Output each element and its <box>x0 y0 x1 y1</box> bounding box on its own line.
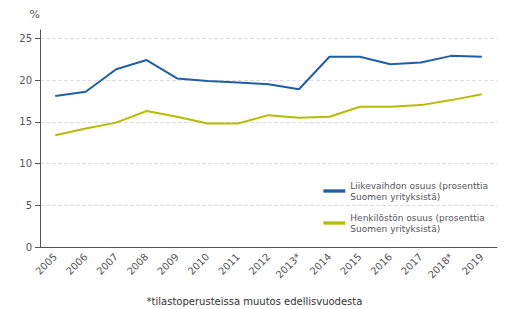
svg-text:5: 5 <box>26 200 32 211</box>
svg-text:%: % <box>30 8 40 21</box>
svg-text:Suomen yrityksistä): Suomen yrityksistä) <box>350 224 440 234</box>
svg-text:2012: 2012 <box>247 251 273 277</box>
svg-text:25: 25 <box>19 33 32 44</box>
svg-text:2013*: 2013* <box>274 251 303 280</box>
svg-text:2011: 2011 <box>216 251 242 277</box>
svg-text:Suomen yrityksistä): Suomen yrityksistä) <box>350 192 440 202</box>
svg-text:20: 20 <box>19 75 32 86</box>
svg-text:2018*: 2018* <box>426 251 455 280</box>
svg-text:2019: 2019 <box>460 251 486 277</box>
svg-text:2006: 2006 <box>64 251 90 277</box>
svg-text:Henkilöstön osuus (prosenttia: Henkilöstön osuus (prosenttia <box>350 213 484 223</box>
svg-text:0: 0 <box>26 242 32 253</box>
svg-text:2017: 2017 <box>399 251 425 277</box>
svg-text:2016: 2016 <box>369 251 395 277</box>
svg-text:2008: 2008 <box>125 251 151 277</box>
svg-text:2007: 2007 <box>94 251 120 277</box>
svg-text:15: 15 <box>19 116 32 127</box>
svg-text:2005: 2005 <box>33 251 59 277</box>
svg-text:2015: 2015 <box>338 251 364 277</box>
svg-text:2010: 2010 <box>186 251 212 277</box>
svg-text:2009: 2009 <box>155 251 181 277</box>
svg-text:Liikevaihdon osuus (prosenttia: Liikevaihdon osuus (prosenttia <box>350 181 488 191</box>
svg-text:2014: 2014 <box>308 251 334 277</box>
svg-text:10: 10 <box>19 158 32 169</box>
svg-text:*tilastoperusteissa muutos ede: *tilastoperusteissa muutos edellisvuodes… <box>147 296 363 307</box>
